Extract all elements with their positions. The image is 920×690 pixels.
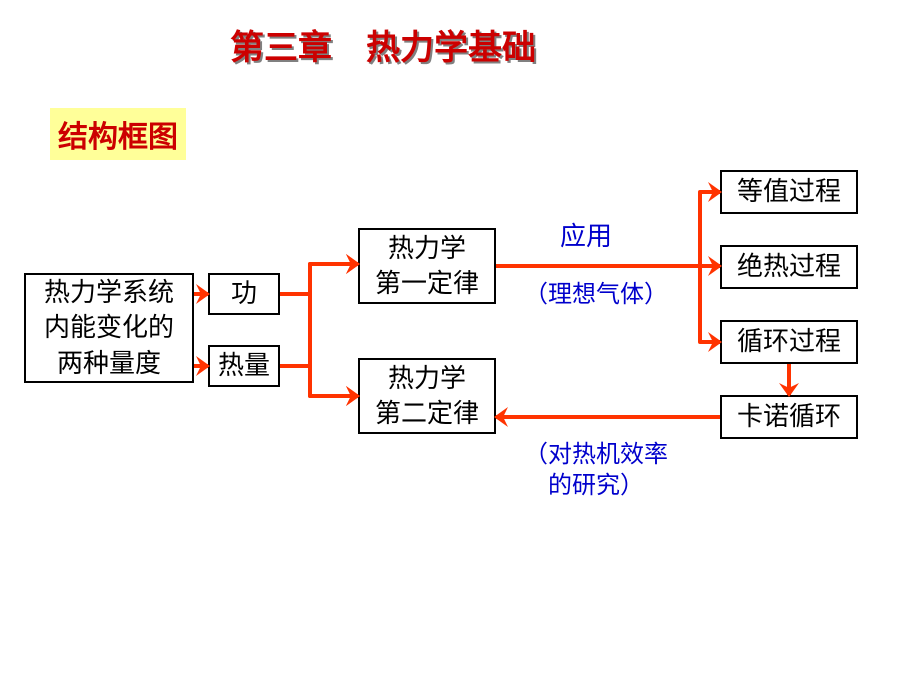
- node-iso: 等值过程: [720, 170, 858, 214]
- annotation-heat-engine: （对热机效率的研究）: [524, 440, 668, 502]
- node-law2: 热力学第二定律: [358, 358, 496, 434]
- node-work: 功: [208, 273, 280, 315]
- node-heat: 热量: [208, 345, 280, 387]
- node-adia: 绝热过程: [720, 245, 858, 289]
- node-root: 热力学系统内能变化的两种量度: [24, 273, 194, 383]
- subtitle: 结构框图: [50, 108, 186, 160]
- subtitle-text: 结构框图: [58, 121, 178, 154]
- node-carnot: 卡诺循环: [720, 395, 858, 439]
- annotation-apply: 应用: [560, 220, 612, 254]
- node-cycle: 循环过程: [720, 320, 858, 364]
- annotation-ideal-gas: （理想气体）: [524, 280, 668, 311]
- node-law1: 热力学第一定律: [358, 228, 496, 304]
- page-title: 第三章 热力学基础 第三章 热力学基础: [230, 20, 536, 69]
- page-title-front: 第三章 热力学基础: [230, 30, 536, 67]
